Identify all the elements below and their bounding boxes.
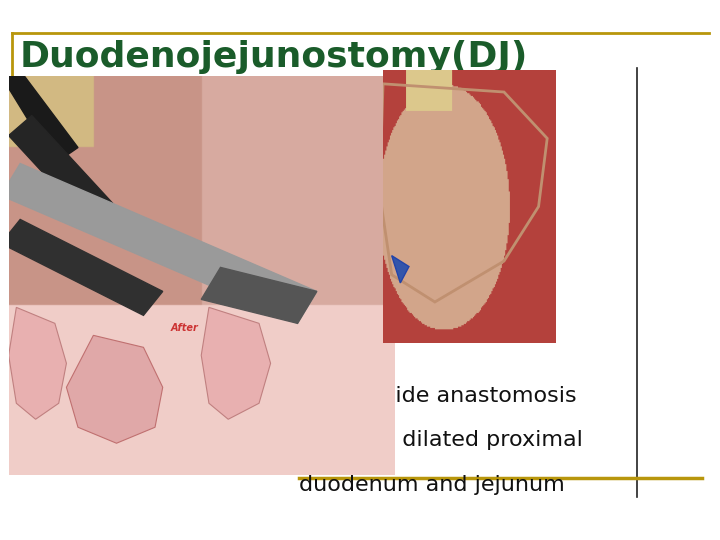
- Text: Duodenojejunostomy(DJ): Duodenojejunostomy(DJ): [19, 40, 528, 75]
- Polygon shape: [1, 76, 78, 164]
- Polygon shape: [1, 219, 163, 315]
- Polygon shape: [1, 164, 317, 323]
- Text: Side to side anastomosis: Side to side anastomosis: [299, 386, 577, 406]
- Polygon shape: [392, 255, 409, 283]
- Polygon shape: [9, 307, 66, 419]
- Text: between dilated proximal: between dilated proximal: [299, 430, 582, 450]
- Polygon shape: [66, 335, 163, 443]
- Polygon shape: [202, 307, 271, 419]
- Polygon shape: [202, 267, 317, 323]
- Polygon shape: [9, 116, 117, 227]
- Text: duodenum and jejunum: duodenum and jejunum: [299, 475, 564, 495]
- Text: After: After: [171, 323, 198, 333]
